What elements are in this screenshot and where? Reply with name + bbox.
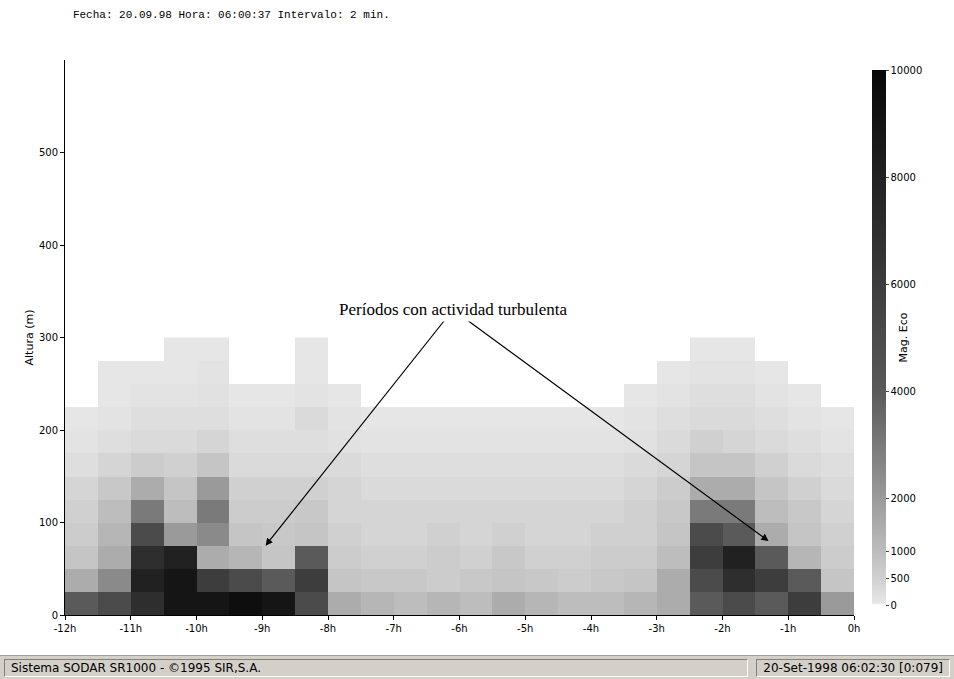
svg-text:-6h: -6h [451,623,467,634]
html-text:20-Set-1998 06:02:30 [0:079]: 20-Set-1998 06:02:30 [0:079] [763,660,943,675]
svg-text:-11h: -11h [119,623,142,634]
svg-text:10000: 10000 [891,65,923,76]
svg-text:Altura (m): Altura (m) [23,310,36,366]
svg-text:500: 500 [39,147,58,158]
svg-text:Fecha: 20.09.98 Hora: 06:00:37: Fecha: 20.09.98 Hora: 06:00:37 Intervalo… [73,9,390,21]
svg-text:0h: 0h [848,623,861,634]
svg-text:100: 100 [39,517,58,528]
svg-text:-5h: -5h [517,623,533,634]
svg-text:-9h: -9h [254,623,270,634]
svg-text:-8h: -8h [320,623,336,634]
svg-text:-2h: -2h [714,623,730,634]
svg-text:-1h: -1h [780,623,796,634]
svg-text:2000: 2000 [891,493,916,504]
svg-text:500: 500 [891,573,910,584]
svg-text:0: 0 [891,600,897,611]
svg-text:0: 0 [52,610,58,621]
svg-text:1000: 1000 [891,546,916,557]
svg-text:8000: 8000 [891,172,916,183]
svg-text:4000: 4000 [891,386,916,397]
svg-text:400: 400 [39,240,58,251]
svg-text:-10h: -10h [185,623,208,634]
svg-text:Períodos con actividad turbule: Períodos con actividad turbulenta [339,300,567,319]
svg-text:Mag. Eco: Mag. Eco [897,312,910,362]
svg-text:-4h: -4h [583,623,599,634]
svg-text:6000: 6000 [891,279,916,290]
svg-text:-7h: -7h [386,623,402,634]
html-text:Sistema SODAR SR1000 - ©1995 S: Sistema SODAR SR1000 - ©1995 SIR,S.A. [11,660,261,675]
svg-text:-12h: -12h [54,623,77,634]
svg-text:200: 200 [39,425,58,436]
svg-text:300: 300 [39,332,58,343]
svg-text:-3h: -3h [649,623,665,634]
